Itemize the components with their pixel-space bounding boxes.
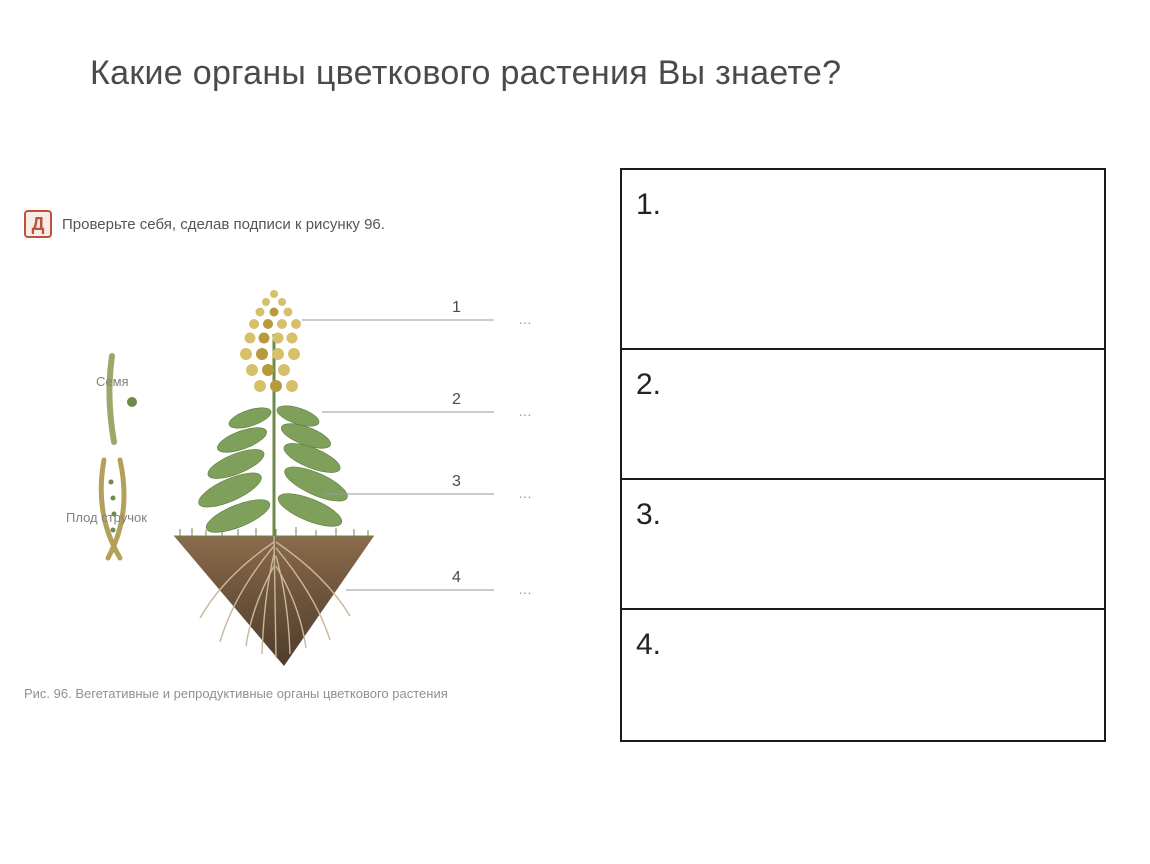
seed-group: Семя — [96, 356, 137, 442]
leader-dots: … — [518, 485, 532, 501]
figure-header: Д Проверьте себя, сделав подписи к рисун… — [24, 210, 584, 238]
figure-instruction: Проверьте себя, сделав подписи к рисунку… — [62, 216, 385, 233]
figure-canvas: Семя Плод стручок 1 … 2 … — [24, 246, 564, 676]
answer-number: 4. — [636, 628, 661, 661]
leader-number: 4 — [452, 569, 461, 586]
answer-number: 3. — [636, 498, 661, 531]
answer-cell: 2. — [622, 350, 1104, 480]
leader-dots: … — [518, 311, 532, 327]
figure-caption: Рис. 96. Вегетативные и репродуктивные о… — [24, 686, 584, 701]
page-title: Какие органы цветкового растения Вы знае… — [90, 54, 841, 93]
answer-cell: 1. — [622, 170, 1104, 350]
answer-table: 1. 2. 3. 4. — [620, 168, 1106, 742]
pod-label: Плод стручок — [66, 510, 147, 525]
seed-label: Семя — [96, 374, 129, 389]
pod-group: Плод стручок — [66, 460, 147, 558]
leader-dots: … — [518, 403, 532, 419]
leader-number: 1 — [452, 299, 461, 316]
leader-number: 2 — [452, 391, 461, 408]
answer-number: 1. — [636, 188, 661, 221]
leader-dots: … — [518, 581, 532, 597]
answer-number: 2. — [636, 368, 661, 401]
leader-number: 3 — [452, 473, 461, 490]
plant-diagram: Семя Плод стручок 1 … 2 … — [24, 246, 564, 676]
answer-cell: 4. — [622, 610, 1104, 740]
figure-block: Д Проверьте себя, сделав подписи к рисун… — [24, 210, 584, 730]
answer-cell: 3. — [622, 480, 1104, 610]
d-badge-icon: Д — [24, 210, 52, 238]
flower-icon — [240, 290, 301, 392]
